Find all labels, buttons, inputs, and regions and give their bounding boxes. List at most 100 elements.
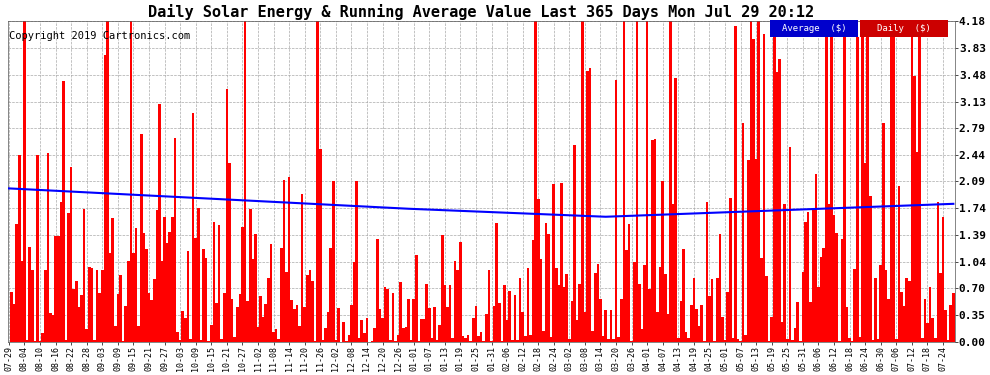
Bar bbox=[648, 290, 651, 342]
Text: Daily  ($): Daily ($) bbox=[877, 24, 931, 33]
Bar bbox=[615, 80, 618, 342]
Bar bbox=[26, 340, 29, 342]
Bar bbox=[762, 34, 765, 342]
Bar bbox=[288, 177, 290, 342]
Bar bbox=[451, 338, 453, 342]
Bar bbox=[80, 295, 83, 342]
Bar bbox=[719, 234, 721, 342]
Bar bbox=[916, 152, 919, 342]
Bar bbox=[474, 306, 477, 342]
Bar bbox=[742, 123, 744, 342]
Bar bbox=[251, 259, 254, 342]
Bar bbox=[682, 249, 685, 342]
Bar bbox=[42, 333, 44, 342]
Bar bbox=[59, 202, 62, 342]
Bar bbox=[226, 89, 228, 342]
Bar bbox=[679, 300, 682, 342]
Bar bbox=[607, 339, 610, 342]
Bar bbox=[858, 338, 861, 342]
Bar bbox=[838, 341, 841, 342]
Bar bbox=[405, 327, 407, 342]
Bar bbox=[197, 208, 200, 342]
Bar bbox=[540, 258, 543, 342]
Bar bbox=[661, 181, 664, 342]
Bar bbox=[807, 212, 810, 342]
Bar bbox=[924, 299, 926, 342]
Bar bbox=[856, 38, 858, 342]
Bar bbox=[200, 340, 202, 342]
Bar bbox=[552, 184, 555, 342]
Bar bbox=[231, 299, 234, 342]
Bar bbox=[895, 339, 898, 342]
Bar bbox=[498, 303, 501, 342]
Bar bbox=[461, 336, 464, 342]
Bar bbox=[861, 21, 864, 342]
Bar bbox=[264, 304, 267, 342]
Bar bbox=[755, 159, 757, 342]
Bar bbox=[434, 306, 436, 342]
Bar bbox=[469, 341, 472, 342]
Bar bbox=[330, 248, 332, 342]
Bar bbox=[290, 300, 293, 342]
Bar bbox=[690, 305, 693, 342]
Bar bbox=[171, 217, 173, 342]
Bar bbox=[472, 318, 474, 342]
Bar bbox=[303, 307, 306, 342]
Bar bbox=[410, 340, 413, 342]
Bar bbox=[783, 204, 786, 342]
Bar bbox=[921, 339, 924, 342]
Bar bbox=[557, 285, 560, 342]
Bar bbox=[591, 331, 594, 342]
Bar bbox=[535, 21, 537, 342]
Bar bbox=[674, 78, 677, 342]
Bar bbox=[88, 267, 91, 342]
Bar bbox=[799, 341, 802, 342]
Bar bbox=[645, 21, 648, 342]
Bar bbox=[285, 272, 288, 342]
Bar bbox=[163, 217, 166, 342]
Bar bbox=[62, 81, 64, 342]
Bar bbox=[853, 269, 856, 342]
Bar bbox=[831, 21, 833, 342]
Bar bbox=[397, 334, 399, 342]
Bar bbox=[612, 339, 615, 342]
Bar bbox=[39, 341, 42, 342]
Bar bbox=[892, 21, 895, 342]
Bar bbox=[319, 149, 322, 342]
Bar bbox=[944, 310, 946, 342]
Bar bbox=[836, 233, 838, 342]
Bar bbox=[293, 309, 296, 342]
Bar bbox=[781, 322, 783, 342]
Bar bbox=[441, 235, 444, 342]
Bar bbox=[757, 21, 760, 342]
Bar bbox=[672, 204, 674, 342]
Bar bbox=[456, 270, 459, 342]
Bar bbox=[96, 270, 98, 342]
Bar bbox=[112, 218, 114, 342]
Bar bbox=[23, 21, 26, 342]
Bar bbox=[666, 314, 669, 342]
Bar bbox=[37, 154, 39, 342]
Bar bbox=[560, 183, 563, 342]
Bar bbox=[721, 316, 724, 342]
Bar bbox=[280, 248, 283, 342]
Bar bbox=[537, 200, 540, 342]
Bar bbox=[651, 141, 653, 342]
Bar bbox=[343, 322, 345, 342]
Bar bbox=[384, 287, 386, 342]
Bar bbox=[594, 273, 597, 342]
Bar bbox=[415, 255, 418, 342]
Bar bbox=[143, 232, 146, 342]
Bar bbox=[453, 261, 456, 342]
Bar bbox=[272, 332, 275, 342]
Bar bbox=[812, 210, 815, 342]
Bar bbox=[845, 307, 848, 342]
Bar bbox=[866, 21, 869, 342]
Bar bbox=[747, 160, 749, 342]
Bar bbox=[160, 261, 163, 342]
Bar bbox=[21, 261, 23, 342]
Bar bbox=[426, 284, 428, 342]
Bar bbox=[77, 307, 80, 342]
Bar bbox=[301, 194, 303, 342]
Bar bbox=[768, 341, 770, 342]
